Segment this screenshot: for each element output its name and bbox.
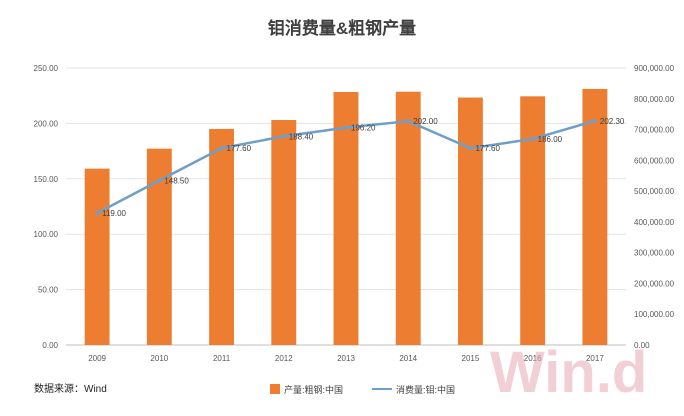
line-point <box>406 119 411 124</box>
line-point <box>468 146 473 151</box>
left-tick-label: 250.00 <box>34 64 59 73</box>
left-tick-label: 0.00 <box>42 341 58 350</box>
right-tick-label: 0.00 <box>634 341 650 350</box>
right-tick-label: 600,000.00 <box>634 156 675 165</box>
bar <box>84 168 110 345</box>
right-axis-ticks: 0.00 100,000.00 200,000.00 300,000.00 400,00… <box>634 64 675 350</box>
right-tick-label: 800,000.00 <box>634 95 675 104</box>
legend: 产量:粗钢:中国 消费量:钼:中国 <box>270 384 455 395</box>
line-point <box>157 178 162 183</box>
bar <box>271 120 297 346</box>
data-labels: 119.00 148.50 177.60 188.40 196.20 202.00 177.… <box>102 117 625 218</box>
line-point <box>95 211 100 216</box>
x-tick-label: 2017 <box>586 354 604 363</box>
right-tick-label: 200,000.00 <box>634 279 675 288</box>
left-tick-label: 200.00 <box>34 119 59 128</box>
right-tick-label: 100,000.00 <box>634 310 675 319</box>
left-tick-label: 150.00 <box>34 175 59 184</box>
x-axis-ticks: 2009 2010 2011 2012 2013 2014 2015 2016 2017 <box>88 354 604 363</box>
chart-title: 钼消费量&粗钢产量 <box>268 18 416 38</box>
right-tick-label: 500,000.00 <box>634 187 675 196</box>
legend-bar-label: 产量:粗钢:中国 <box>284 384 343 395</box>
line-point <box>530 136 535 141</box>
x-tick-label: 2013 <box>337 354 355 363</box>
x-tick-label: 2012 <box>275 354 293 363</box>
x-tick-label: 2010 <box>150 354 168 363</box>
line-point <box>281 134 286 139</box>
left-axis-ticks: 0.00 50.00 100.00 150.00 200.00 250.00 <box>34 64 59 350</box>
data-label: 148.50 <box>164 176 189 185</box>
data-label: 186.00 <box>538 135 563 144</box>
x-tick-label: 2009 <box>88 354 106 363</box>
legend-line-label: 消费量:钼:中国 <box>396 384 455 395</box>
data-label: 188.40 <box>289 132 314 141</box>
data-label: 119.00 <box>102 209 126 218</box>
data-label: 177.60 <box>475 144 500 153</box>
line-point <box>219 146 224 151</box>
data-label: 196.20 <box>351 124 376 133</box>
source-note: 数据来源：Wind <box>34 382 107 395</box>
legend-bar-swatch <box>270 384 280 394</box>
data-label: 177.60 <box>227 144 252 153</box>
watermark: Win.d <box>490 340 647 405</box>
x-tick-label: 2014 <box>399 354 417 363</box>
x-tick-label: 2016 <box>524 354 542 363</box>
bar <box>582 88 608 345</box>
right-tick-label: 900,000.00 <box>634 64 675 73</box>
x-tick-label: 2011 <box>213 354 231 363</box>
left-tick-label: 50.00 <box>38 286 59 295</box>
right-tick-label: 400,000.00 <box>634 218 675 227</box>
left-tick-label: 100.00 <box>34 230 59 239</box>
line-point <box>592 118 597 123</box>
line-series <box>95 118 597 216</box>
bar <box>458 97 483 346</box>
bar <box>333 92 359 345</box>
data-label: 202.00 <box>413 117 438 126</box>
data-label: 202.30 <box>600 117 625 126</box>
right-tick-label: 300,000.00 <box>634 249 675 258</box>
bar <box>209 128 234 345</box>
bar <box>520 96 546 345</box>
right-tick-label: 700,000.00 <box>634 126 675 135</box>
x-tick-label: 2015 <box>462 354 480 363</box>
line-point <box>344 125 348 130</box>
bar <box>395 91 421 346</box>
bar-series <box>84 88 608 346</box>
